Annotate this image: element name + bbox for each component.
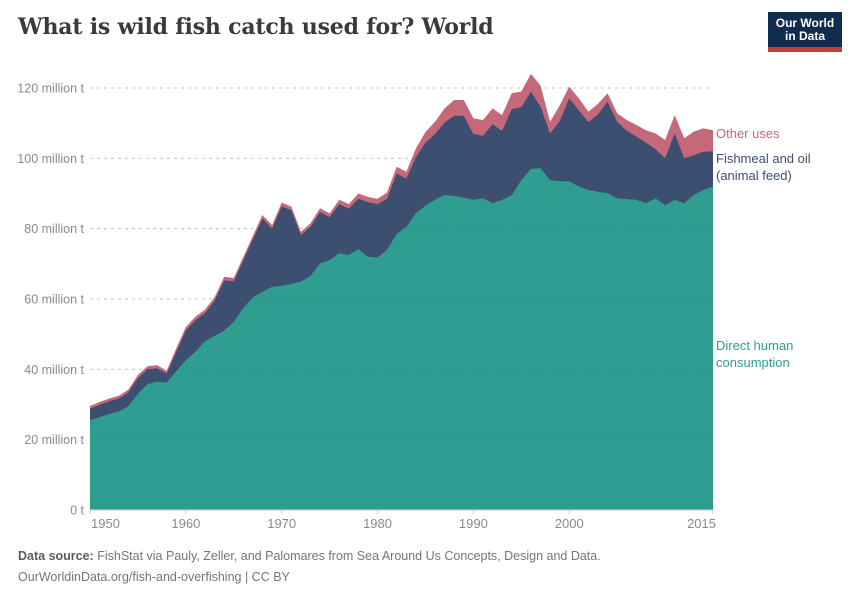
x-axis-tick-label: 2000 (555, 516, 584, 531)
y-axis-tick-label: 40 million t (24, 363, 84, 377)
legend-item-other-uses: Other uses (716, 126, 780, 141)
y-axis-tick-label: 100 million t (17, 152, 84, 166)
stacked-area-chart: 0 t 20 million t 40 million t 60 million t 8… (17, 73, 716, 531)
x-axis-tick-label: 2015 (687, 516, 716, 531)
owid-logo-line1: Our World (775, 15, 835, 30)
x-axis-tick-label: 1960 (171, 516, 200, 531)
owid-logo-line2: in Data (784, 28, 825, 43)
y-axis-tick-label: 0 t (70, 504, 84, 518)
area-direct-human-consumption (90, 168, 713, 510)
y-axis-tick-label: 60 million t (24, 293, 84, 307)
y-axis-tick-label: 20 million t (24, 433, 84, 447)
data-source-label: Data source: (18, 549, 94, 563)
x-axis-tick-label: 1980 (363, 516, 392, 531)
owid-logo: Our World in Data (768, 12, 842, 52)
y-axis-tick-label: 120 million t (17, 82, 84, 96)
data-source-line: Data source: FishStat via Pauly, Zeller,… (18, 546, 778, 567)
x-axis-tick-label: 1970 (267, 516, 296, 531)
x-axis-tick-label: 1950 (91, 516, 120, 531)
page-title: What is wild fish catch used for? World (18, 14, 494, 40)
x-axis-tick-label: 1990 (459, 516, 488, 531)
legend-item-direct-human-consumption: Direct human consumption (716, 338, 794, 370)
citation-line: OurWorldinData.org/fish-and-overfishing … (18, 570, 290, 584)
data-source-text: FishStat via Pauly, Zeller, and Palomare… (93, 549, 601, 563)
legend-item-fishmeal-and-oil: Fishmeal and oil (animal feed) (716, 151, 811, 183)
chart-footer: Data source: FishStat via Pauly, Zeller,… (18, 546, 778, 588)
y-axis-tick-label: 80 million t (24, 222, 84, 236)
